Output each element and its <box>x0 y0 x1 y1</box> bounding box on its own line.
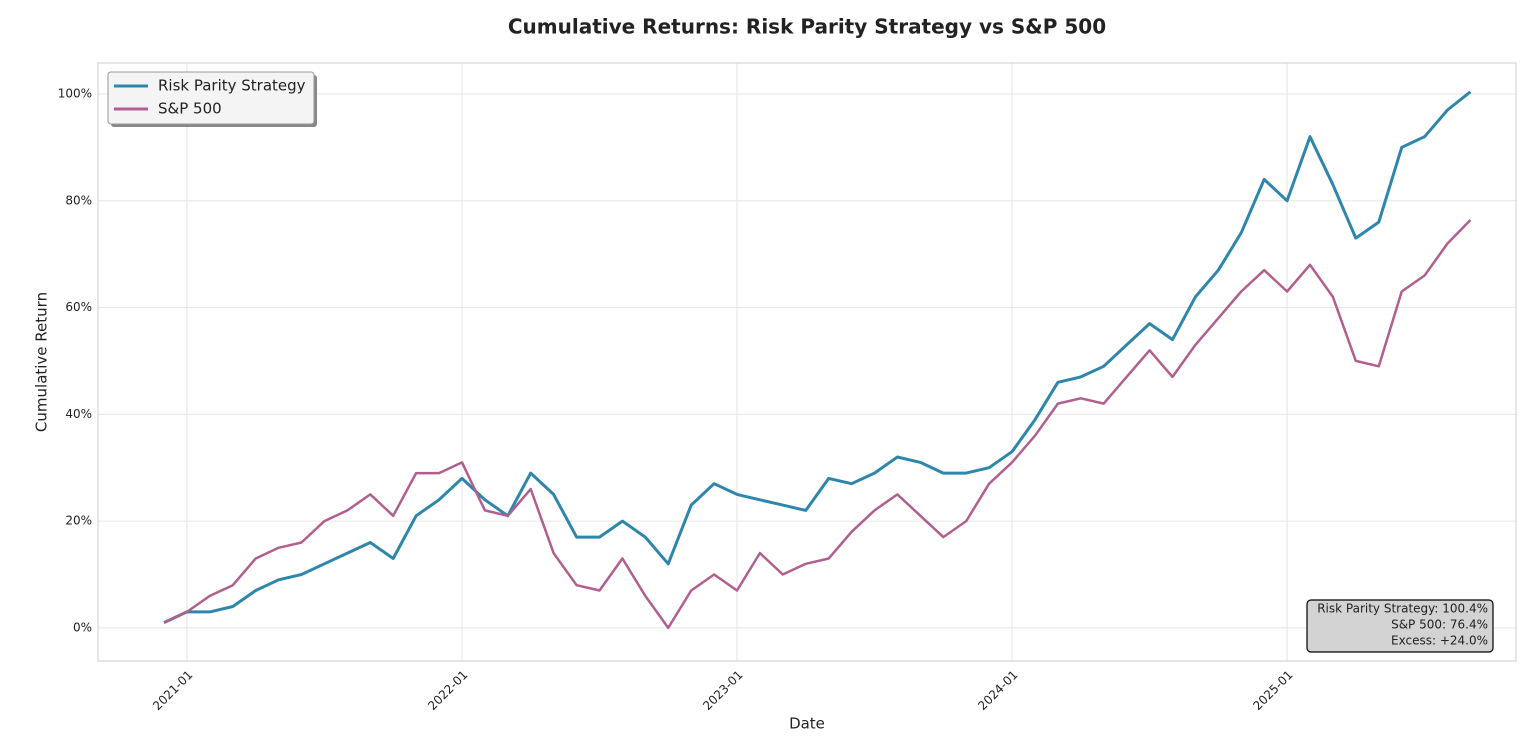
y-tick-label: 0% <box>73 620 92 634</box>
legend-label: S&P 500 <box>158 100 222 118</box>
y-tick-label: 20% <box>65 514 92 528</box>
legend: Risk Parity Strategy S&P 500 <box>107 71 317 127</box>
legend-label: Risk Parity Strategy <box>158 77 306 95</box>
legend-box <box>107 71 315 125</box>
annotation-box <box>1306 599 1494 653</box>
x-tick-label: 2023-01 <box>700 668 745 713</box>
annotation-text: Risk Parity Strategy: 100.4% <box>1317 602 1488 616</box>
y-tick-label: 100% <box>58 86 92 100</box>
annotation-text: S&P 500: 76.4% <box>1391 618 1488 632</box>
y-axis-label: Cumulative Return <box>33 292 51 432</box>
plot-frame <box>97 62 1517 662</box>
y-tick-label: 80% <box>65 193 92 207</box>
chart-title: Cumulative Returns: Risk Parity Strategy… <box>508 15 1106 39</box>
y-tick-label: 40% <box>65 407 92 421</box>
x-tick-label: 2022-01 <box>425 668 470 713</box>
series-line <box>163 219 1472 630</box>
x-tick-label: 2025-01 <box>1250 668 1295 713</box>
annotation-text: Excess: +24.0% <box>1391 634 1488 648</box>
series-line <box>163 90 1472 624</box>
x-tick-label: 2024-01 <box>975 668 1020 713</box>
x-axis-label: Date <box>789 715 825 733</box>
y-tick-label: 60% <box>65 300 92 314</box>
x-tick-label: 2021-01 <box>150 668 195 713</box>
